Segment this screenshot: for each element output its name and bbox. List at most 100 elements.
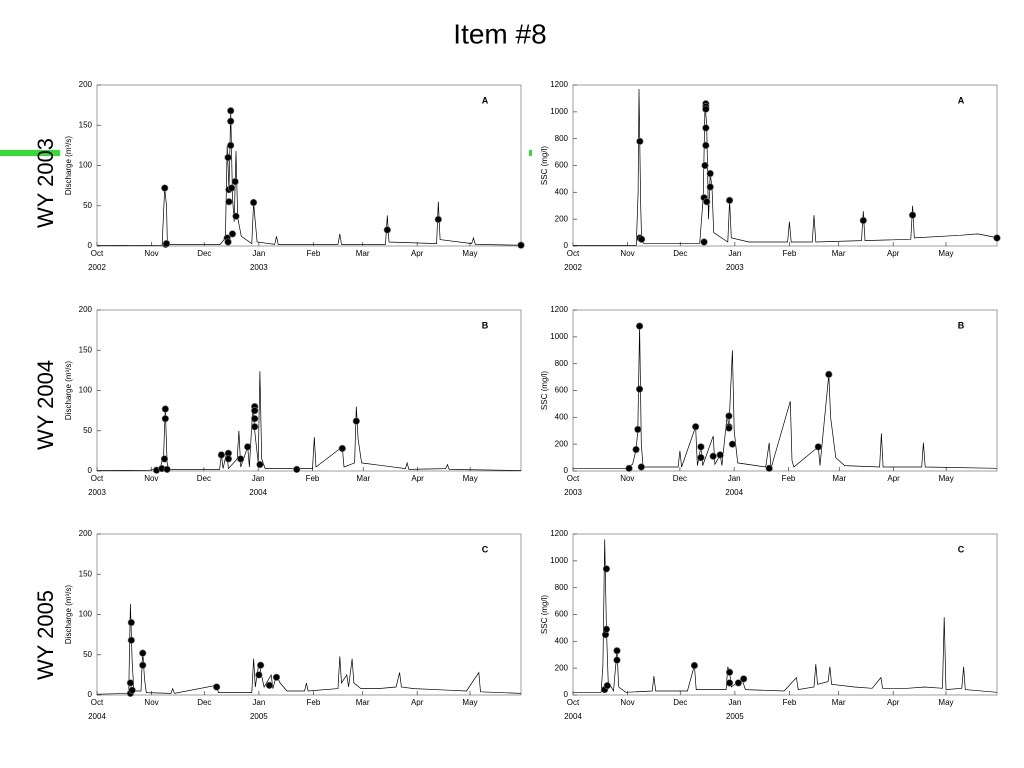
year-label: 2003 bbox=[88, 488, 106, 497]
x-tick-label: Oct bbox=[91, 474, 104, 483]
sample-point bbox=[249, 198, 258, 207]
y-tick-label: 1000 bbox=[550, 556, 568, 565]
sample-point bbox=[224, 153, 232, 162]
x-tick-label: May bbox=[939, 474, 954, 483]
y-tick-label: 1200 bbox=[550, 529, 568, 538]
x-tick-label: Oct bbox=[567, 249, 580, 258]
sample-point bbox=[251, 407, 259, 415]
y-axis-label: SSC (mg/l) bbox=[540, 371, 549, 410]
x-tick-label: Oct bbox=[91, 249, 104, 258]
y-tick-label: 0 bbox=[88, 690, 93, 699]
y-tick-label: 400 bbox=[555, 412, 569, 421]
sample-point bbox=[162, 239, 171, 248]
x-tick-label: Mar bbox=[356, 249, 370, 258]
x-tick-label: Apr bbox=[887, 474, 900, 483]
sample-point bbox=[227, 141, 235, 149]
year-label: 2003 bbox=[250, 263, 268, 272]
y-tick-label: 200 bbox=[555, 439, 569, 448]
x-tick-label: Oct bbox=[567, 698, 580, 707]
plot-frame bbox=[572, 533, 998, 696]
sample-point bbox=[700, 238, 708, 246]
sample-point bbox=[725, 196, 734, 204]
panel-label: A bbox=[958, 95, 965, 105]
sample-point bbox=[697, 443, 705, 451]
y-tick-label: 100 bbox=[79, 610, 93, 619]
x-tick-label: Jan bbox=[252, 474, 265, 483]
sample-point bbox=[702, 124, 710, 132]
x-tick-label: Apr bbox=[411, 249, 424, 258]
x-tick-label: Feb bbox=[306, 474, 320, 483]
sample-point bbox=[517, 241, 525, 249]
sample-point bbox=[706, 169, 714, 178]
y-tick-label: 0 bbox=[88, 466, 93, 475]
y-tick-label: 1000 bbox=[550, 332, 568, 341]
sample-point bbox=[814, 443, 822, 451]
x-tick-label: May bbox=[462, 698, 477, 707]
y-axis-label: Discharge (m³/s) bbox=[64, 136, 73, 195]
y-tick-label: 1200 bbox=[550, 80, 568, 89]
sample-point bbox=[232, 212, 240, 220]
x-tick-label: Dec bbox=[673, 474, 687, 483]
y-tick-label: 1200 bbox=[550, 305, 568, 314]
x-tick-label: Dec bbox=[673, 249, 687, 258]
sample-point bbox=[224, 455, 233, 463]
y-tick-label: 200 bbox=[555, 663, 569, 672]
sample-point bbox=[635, 385, 644, 393]
sample-point bbox=[692, 423, 700, 431]
sample-point bbox=[265, 681, 274, 689]
sample-point bbox=[139, 661, 147, 669]
sample-point bbox=[161, 184, 169, 192]
sample-point bbox=[697, 453, 705, 462]
year-label: 2004 bbox=[249, 488, 267, 497]
highlight-mark bbox=[529, 150, 532, 156]
y-axis-label: SSC (mg/l) bbox=[540, 595, 549, 634]
year-label: 2002 bbox=[88, 263, 106, 272]
x-tick-label: Apr bbox=[887, 249, 900, 258]
x-tick-label: Mar bbox=[832, 474, 846, 483]
highlight-mark bbox=[0, 150, 60, 156]
y-tick-label: 0 bbox=[564, 690, 569, 699]
sample-point bbox=[635, 322, 644, 330]
y-tick-label: 200 bbox=[555, 214, 569, 223]
x-tick-label: Jan bbox=[728, 698, 741, 707]
x-tick-label: May bbox=[938, 698, 953, 707]
x-tick-label: Mar bbox=[832, 698, 846, 707]
sample-point bbox=[255, 671, 263, 679]
x-tick-label: Nov bbox=[620, 474, 634, 483]
sample-point bbox=[161, 415, 169, 423]
year-label: 2004 bbox=[564, 712, 582, 721]
row-label: WY 2004 bbox=[33, 360, 58, 450]
sample-point bbox=[701, 161, 709, 170]
x-tick-label: Dec bbox=[197, 698, 211, 707]
sample-point bbox=[227, 184, 236, 192]
y-tick-label: 0 bbox=[564, 241, 569, 250]
panel-label: C bbox=[482, 544, 489, 554]
y-tick-label: 0 bbox=[88, 241, 93, 250]
sample-point bbox=[703, 198, 711, 206]
x-tick-label: Oct bbox=[567, 474, 580, 483]
x-tick-label: Feb bbox=[306, 698, 320, 707]
sample-point bbox=[634, 425, 642, 434]
sample-point bbox=[293, 465, 301, 473]
sample-point bbox=[224, 238, 232, 246]
x-tick-label: Mar bbox=[832, 249, 846, 258]
sample-point bbox=[636, 137, 644, 145]
y-tick-label: 600 bbox=[555, 386, 569, 395]
x-tick-label: May bbox=[938, 249, 953, 258]
x-tick-label: Oct bbox=[91, 698, 104, 707]
x-tick-label: Dec bbox=[197, 474, 211, 483]
sample-point bbox=[825, 370, 833, 379]
sample-point bbox=[728, 440, 737, 448]
sample-point bbox=[740, 675, 748, 683]
y-tick-label: 50 bbox=[83, 201, 92, 210]
year-label: 2004 bbox=[88, 712, 106, 721]
sample-point bbox=[434, 215, 442, 224]
sample-point bbox=[237, 455, 245, 463]
data-line bbox=[96, 110, 522, 246]
y-tick-label: 600 bbox=[555, 610, 569, 619]
x-tick-label: Jan bbox=[252, 698, 265, 707]
sample-point bbox=[637, 463, 645, 471]
sample-point bbox=[338, 444, 346, 453]
data-line bbox=[96, 371, 522, 471]
sample-point bbox=[352, 417, 360, 425]
